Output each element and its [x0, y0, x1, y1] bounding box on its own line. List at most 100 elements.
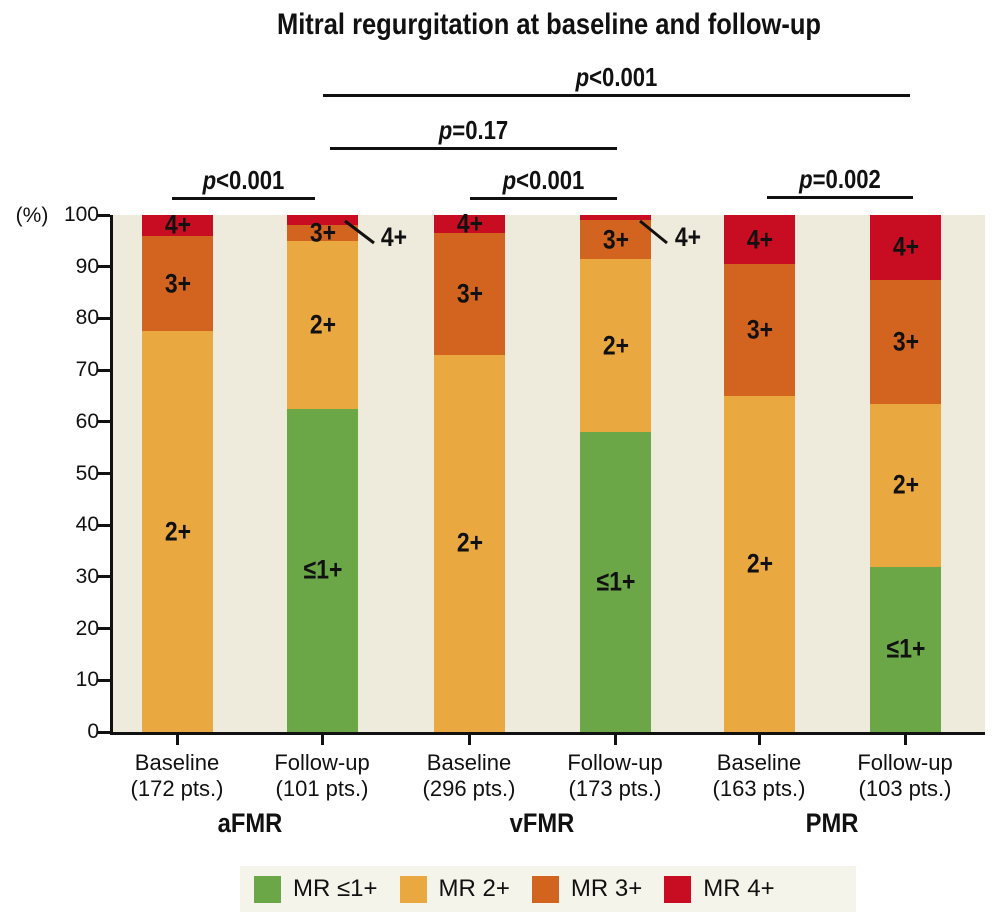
y-axis-tick-mark — [97, 213, 110, 217]
y-axis-tick-mark — [97, 316, 110, 320]
y-axis-tick-label: 30 — [75, 564, 99, 588]
y-axis-tick-label: 50 — [75, 461, 99, 485]
x-axis-tick-mark — [321, 735, 324, 745]
bar-segment-mr2 — [434, 354, 505, 732]
bar-segment-label: 4+ — [746, 224, 773, 255]
x-label-afmr-followup: Follow-up (101 pts.) — [242, 750, 402, 802]
bar-segment-mr3 — [870, 279, 941, 404]
stacked-bar-vfmr-follow-up: ≤1+ 2+ 3+ — [580, 215, 651, 732]
bar-segment-mr2 — [580, 258, 651, 433]
y-axis-tick-mark — [97, 678, 110, 682]
y-axis-tick-mark — [97, 575, 110, 579]
bar-segment-label: 4+ — [892, 231, 919, 262]
group-label-vfmr: vFMR — [509, 808, 575, 838]
x-label-line2: (173 pts.) — [568, 776, 662, 801]
bar-segment-mr-le1 — [580, 432, 651, 732]
bar-segment-label: ≤1+ — [596, 566, 635, 597]
pvalue-afmr-rule — [172, 197, 315, 200]
x-axis-tick-mark — [904, 735, 907, 745]
legend-item-mr-le1: MR ≤1+ — [254, 875, 378, 903]
y-axis-tick-label: 40 — [75, 513, 99, 537]
x-label-line1: Follow-up — [857, 750, 953, 775]
bar-segment-label: 4+ — [456, 208, 483, 239]
x-label-line1: Baseline — [426, 750, 512, 775]
legend-swatch-mr2 — [399, 875, 427, 903]
bar-segment-label: 2+ — [746, 548, 773, 579]
stacked-bar-pmr-baseline: 2+ 3+ 4+ — [724, 215, 795, 732]
stacked-bar-pmr-follow-up: ≤1+ 2+ 3+ 4+ — [870, 215, 941, 732]
bar-segment-mr3 — [142, 235, 213, 332]
bar-segment-label: 3+ — [892, 326, 919, 357]
y-axis-tick-mark — [97, 420, 110, 424]
pvalue-afmr-vs-vfmr: p=0.17 — [330, 113, 617, 150]
y-axis-tick-label: 70 — [75, 358, 99, 382]
bar-segment-label: 4+ — [164, 209, 191, 240]
pvalue-vfmr: p<0.001 — [470, 163, 617, 200]
bar-segment-mr2 — [724, 395, 795, 732]
stacked-bar-afmr-baseline: 2+ 3+ 4+ — [142, 210, 213, 732]
x-label-line1: Baseline — [716, 750, 802, 775]
legend-item-mr2: MR 2+ — [399, 875, 510, 903]
legend-swatch-mr3 — [531, 875, 559, 903]
x-axis-tick-mark — [468, 735, 471, 745]
bar-segment-label: 2+ — [602, 330, 629, 361]
x-label-pmr-followup: Follow-up (103 pts.) — [825, 750, 985, 802]
stacked-bar-afmr-follow-up: ≤1+ 2+ 3+ — [287, 215, 358, 732]
bar-segment-mr3 — [287, 225, 358, 241]
x-axis-tick-mark — [614, 735, 617, 745]
stacked-bar-vfmr-baseline: 2+ 3+ 4+ — [434, 209, 505, 732]
y-axis-tick-mark — [97, 368, 110, 372]
bar-segment-label: 2+ — [456, 527, 483, 558]
group-label-afmr: aFMR — [217, 808, 283, 838]
y-axis-unit-label: (%) — [15, 204, 49, 227]
y-axis-tick-label: 80 — [75, 306, 99, 330]
x-label-vfmr-followup: Follow-up (173 pts.) — [535, 750, 695, 802]
x-axis-tick-mark — [758, 735, 761, 745]
y-axis-tick-label: 100 — [63, 203, 99, 226]
y-axis-tick-mark — [97, 472, 110, 475]
bar-segment-label: 2+ — [309, 309, 336, 340]
pvalue-afmr: p<0.001 — [172, 163, 315, 200]
bar-segment-mr2 — [870, 403, 941, 567]
x-label-line2: (101 pts.) — [275, 776, 369, 801]
y-axis-tick-mark — [97, 265, 110, 269]
legend-label-mr2: MR 2+ — [438, 875, 510, 902]
bar-segment-mr4 — [580, 215, 651, 221]
bar-segment-mr2 — [142, 331, 213, 732]
x-label-pmr-baseline: Baseline (163 pts.) — [679, 750, 839, 802]
x-label-line2: (296 pts.) — [422, 776, 516, 801]
legend-swatch-mr4 — [664, 875, 692, 903]
bar-segment-label: 3+ — [309, 217, 336, 248]
bar-segment-label: ≤1+ — [886, 633, 925, 664]
pvalue-pmr: p=0.002 — [767, 162, 913, 199]
bar-segment-label: 3+ — [164, 268, 191, 299]
callout-label-vfmr-followup-4plus: 4+ — [674, 222, 702, 252]
pvalue-overall-label: p<0.001 — [575, 62, 658, 92]
legend-label-mr-le1: MR ≤1+ — [293, 875, 378, 902]
plot-area — [110, 215, 985, 735]
legend-item-mr4: MR 4+ — [664, 875, 775, 903]
bar-segment-label: 2+ — [892, 469, 919, 500]
x-label-afmr-baseline: Baseline (172 pts.) — [97, 750, 257, 802]
bar-segment-mr-le1 — [870, 566, 941, 732]
bar-segment-mr3 — [434, 233, 505, 355]
y-axis-tick-mark — [97, 730, 110, 734]
pvalue-afmr-label: p<0.001 — [202, 165, 285, 195]
y-axis-tick-label: 10 — [75, 668, 99, 692]
y-axis-tick-label: 90 — [75, 254, 99, 278]
bar-segment-label: 3+ — [746, 314, 773, 345]
group-label-pmr: PMR — [805, 808, 859, 838]
pvalue-afmr-vs-vfmr-rule — [330, 147, 617, 150]
x-label-line2: (172 pts.) — [130, 776, 224, 801]
pvalue-vfmr-rule — [470, 197, 617, 200]
bar-segment-mr3 — [724, 264, 795, 396]
pvalue-pmr-label: p=0.002 — [799, 164, 881, 194]
callout-label-afmr-followup-4plus: 4+ — [380, 222, 408, 252]
legend-swatch-mr-le1 — [254, 875, 281, 903]
bar-segment-mr4 — [142, 215, 213, 236]
legend: MR ≤1+ MR 2+ MR 3+ MR 4+ — [240, 866, 856, 912]
y-axis-tick-label: 0 — [87, 720, 99, 743]
x-label-line2: (103 pts.) — [858, 776, 952, 801]
x-label-vfmr-baseline: Baseline (296 pts.) — [389, 750, 549, 802]
